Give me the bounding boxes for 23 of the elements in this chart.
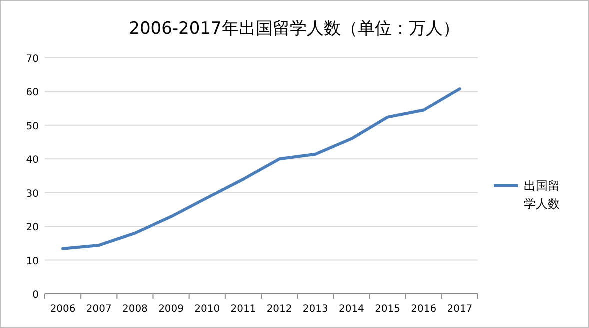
- y-tick-label: 50: [26, 121, 39, 132]
- x-tick-label: 2011: [230, 304, 256, 315]
- line-series: [62, 88, 462, 250]
- legend-label: 出国留学人数: [524, 178, 561, 213]
- chart-title: 2006-2017年出国留学人数（单位：万人）: [129, 19, 460, 39]
- y-tick-label: 20: [26, 222, 39, 234]
- y-tick-label: 0: [32, 290, 39, 301]
- x-tick-label: 2016: [411, 304, 437, 315]
- y-tick-label: 60: [26, 88, 39, 99]
- x-tick-label: 2012: [266, 304, 292, 315]
- x-tick-label: 2009: [158, 304, 184, 315]
- y-tick-label: 40: [26, 155, 39, 166]
- x-tick-label: 2010: [194, 304, 220, 315]
- x-tick-label: 2015: [375, 304, 401, 315]
- y-tick-label: 10: [26, 256, 39, 268]
- y-tick-label: 70: [26, 54, 39, 65]
- x-tick-label: 2007: [86, 304, 112, 315]
- x-tick-label: 2008: [122, 304, 148, 315]
- y-tick-label: 30: [26, 188, 39, 200]
- x-tick-label: 2006: [50, 304, 76, 315]
- x-tick-label: 2014: [338, 304, 364, 315]
- x-tick-label: 2017: [447, 304, 473, 315]
- x-tick-label: 2013: [302, 304, 328, 315]
